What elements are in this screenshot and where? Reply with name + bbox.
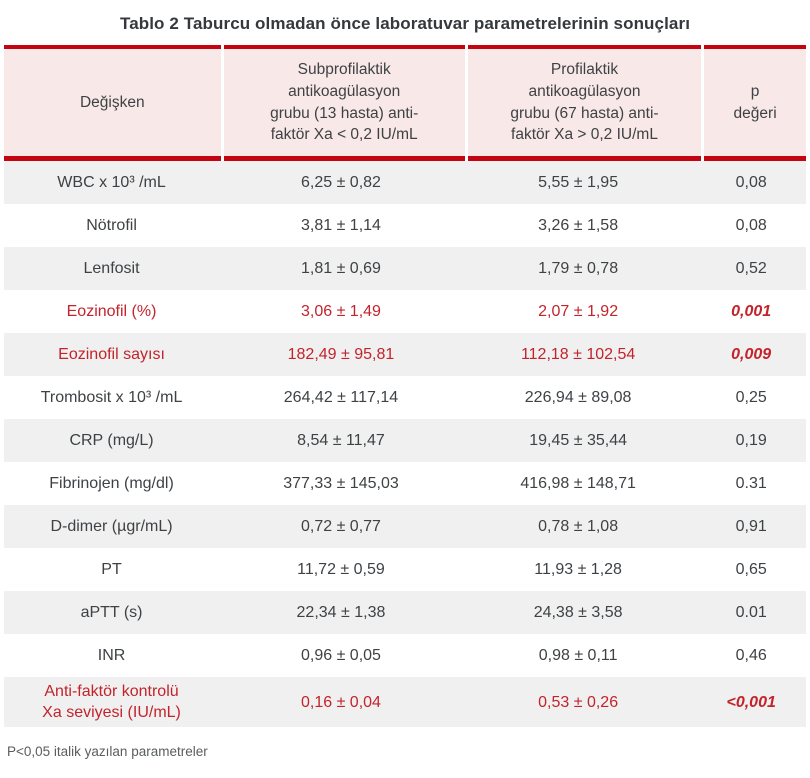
prophylactic-value: 3,26 ± 1,58	[538, 216, 619, 234]
p-value: 0,65	[735, 560, 767, 578]
subprophylactic-value: 11,72 ± 0,59	[297, 560, 385, 578]
footnote: P<0,05 italik yazılan parametreler	[7, 744, 208, 760]
subprophylactic-value: 3,06 ± 1,49	[300, 302, 381, 320]
table-row: Fibrinojen (mg/dl) 377,33 ± 145,03 416,9…	[4, 462, 806, 505]
lab-results-table: Değişken Subprofilaktik antikoagülasyon …	[4, 45, 807, 728]
row-label: Trombosit x 10³ /mL	[40, 388, 183, 406]
column-header-label: Değişken	[79, 93, 145, 111]
p-value: 0,91	[735, 517, 767, 535]
table-row: Trombosit x 10³ /mL 264,42 ± 117,14 226,…	[4, 376, 806, 419]
row-label: PT	[101, 560, 122, 578]
prophylactic-value: 1,79 ± 0,78	[538, 259, 619, 277]
subprophylactic-value: 0,16 ± 0,04	[300, 693, 381, 711]
prophylactic-value: 24,38 ± 3,58	[533, 603, 623, 621]
p-value: 0,08	[735, 216, 767, 234]
column-header-p-value: p değeri	[704, 45, 807, 161]
table-row: D-dimer (µgr/mL) 0,72 ± 0,77 0,78 ± 1,08…	[4, 505, 806, 548]
table-row: Lenfosit 1,81 ± 0,69 1,79 ± 0,78 0,52	[4, 247, 806, 290]
p-value: 0,001	[731, 302, 772, 320]
subprophylactic-value: 22,34 ± 1,38	[296, 603, 386, 621]
row-label: CRP (mg/L)	[69, 431, 154, 449]
prophylactic-value: 0,78 ± 1,08	[538, 517, 619, 535]
prophylactic-value: 226,94 ± 89,08	[524, 388, 632, 406]
row-label: Lenfosit	[83, 259, 140, 277]
table-body: WBC x 10³ /mL 6,25 ± 0,82 5,55 ± 1,95 0,…	[4, 161, 806, 728]
column-header-subprophylactic-group: Subprofilaktik antikoagülasyon grubu (13…	[223, 45, 465, 161]
subprophylactic-value: 6,25 ± 0,82	[300, 173, 381, 191]
row-label: Fibrinojen (mg/dl)	[49, 474, 174, 492]
p-value: 0.31	[735, 474, 767, 492]
subprophylactic-value: 8,54 ± 11,47	[297, 431, 385, 449]
table-row: CRP (mg/L) 8,54 ± 11,47 19,45 ± 35,44 0,…	[4, 419, 806, 462]
row-label: aPTT (s)	[80, 603, 143, 621]
p-value: 0,46	[735, 646, 767, 664]
table-row: aPTT (s) 22,34 ± 1,38 24,38 ± 3,58 0.01	[4, 591, 806, 634]
prophylactic-value: 19,45 ± 35,44	[529, 431, 627, 449]
column-header-prophylactic-group: Profilaktik antikoagülasyon grubu (67 ha…	[467, 45, 702, 161]
subprophylactic-value: 0,72 ± 0,77	[300, 517, 381, 535]
subprophylactic-value: 1,81 ± 0,69	[300, 259, 381, 277]
prophylactic-value: 5,55 ± 1,95	[538, 173, 619, 191]
row-label: Nötrofil	[86, 216, 137, 234]
table-row: Eozinofil sayısı 182,49 ± 95,81 112,18 ±…	[4, 333, 806, 376]
column-header-variable: Değişken	[4, 45, 221, 161]
column-header-label: p değeri	[733, 82, 777, 122]
table-row: INR 0,96 ± 0,05 0,98 ± 0,11 0,46	[4, 634, 806, 677]
p-value: 0.01	[735, 603, 767, 621]
subprophylactic-value: 3,81 ± 1,14	[300, 216, 381, 234]
prophylactic-value: 112,18 ± 102,54	[520, 345, 636, 363]
p-value: 0,25	[735, 388, 767, 406]
table-header-row: Değişken Subprofilaktik antikoagülasyon …	[4, 45, 807, 161]
subprophylactic-value: 264,42 ± 117,14	[283, 388, 399, 406]
row-label: D-dimer (µgr/mL)	[50, 517, 173, 535]
column-header-label: Profilaktik antikoagülasyon grubu (67 ha…	[510, 61, 659, 144]
table-row: Eozinofil (%) 3,06 ± 1,49 2,07 ± 1,92 0,…	[4, 290, 806, 333]
p-value: 0,08	[735, 173, 767, 191]
p-value: <0,001	[726, 693, 776, 711]
prophylactic-value: 2,07 ± 1,92	[538, 302, 619, 320]
table-row: WBC x 10³ /mL 6,25 ± 0,82 5,55 ± 1,95 0,…	[4, 161, 806, 204]
row-label: INR	[97, 646, 126, 664]
column-header-label: Subprofilaktik antikoagülasyon grubu (13…	[270, 61, 419, 144]
row-label: WBC x 10³ /mL	[57, 173, 166, 191]
table-row: Nötrofil 3,81 ± 1,14 3,26 ± 1,58 0,08	[4, 204, 806, 247]
row-label: Eozinofil (%)	[66, 302, 157, 320]
prophylactic-value: 416,98 ± 148,71	[520, 474, 636, 492]
p-value: 0,52	[735, 259, 767, 277]
table-row: Anti-faktör kontrolü Xa seviyesi (IU/mL)…	[4, 677, 806, 728]
table-title: Tablo 2 Taburcu olmadan önce laboratuvar…	[119, 14, 691, 33]
prophylactic-value: 0,53 ± 0,26	[538, 693, 619, 711]
subprophylactic-value: 0,96 ± 0,05	[300, 646, 381, 664]
prophylactic-value: 0,98 ± 0,11	[538, 646, 618, 664]
subprophylactic-value: 377,33 ± 145,03	[283, 474, 399, 492]
row-label: Anti-faktör kontrolü Xa seviyesi (IU/mL)	[42, 683, 181, 722]
row-label: Eozinofil sayısı	[58, 345, 165, 363]
table-row: PT 11,72 ± 0,59 11,93 ± 1,28 0,65	[4, 548, 806, 591]
p-value: 0,009	[731, 345, 772, 363]
prophylactic-value: 11,93 ± 1,28	[534, 560, 622, 578]
subprophylactic-value: 182,49 ± 95,81	[287, 345, 395, 363]
p-value: 0,19	[735, 431, 767, 449]
